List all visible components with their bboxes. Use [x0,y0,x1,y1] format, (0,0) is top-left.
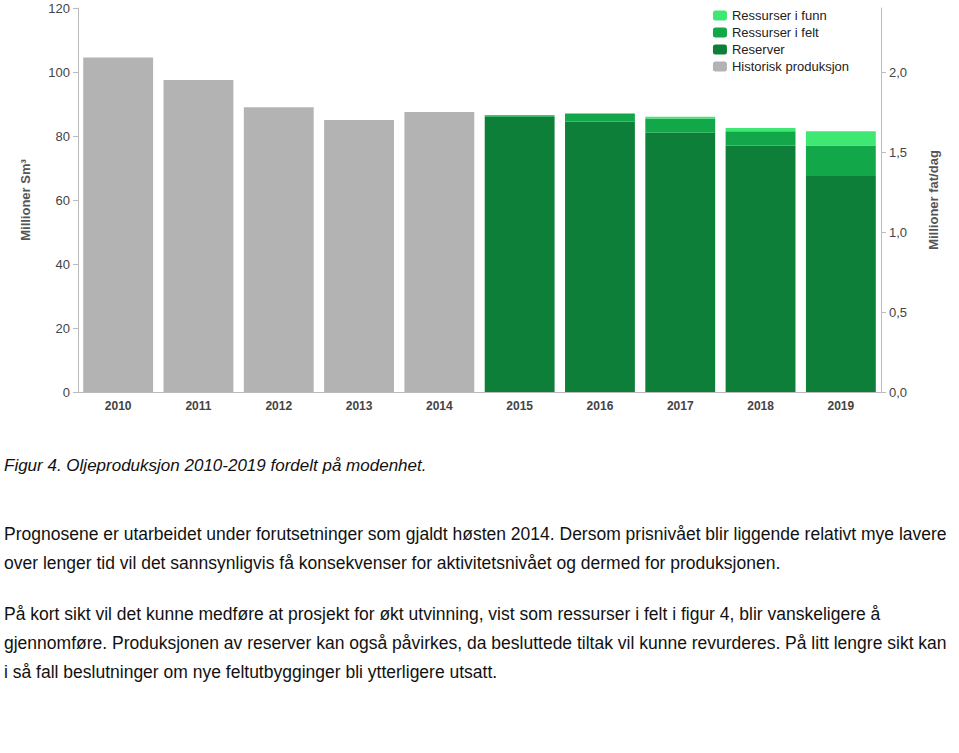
html-text:Figur 4. Oljeproduksjon 2010-2: Figur 4. Oljeproduksjon 2010-2019 fordel… [4,456,427,475]
svg-text:Millioner Sm³: Millioner Sm³ [18,159,33,241]
svg-text:0,5: 0,5 [889,305,907,320]
svg-text:1,0: 1,0 [889,225,907,240]
svg-text:2010: 2010 [105,399,132,413]
svg-text:1,5: 1,5 [889,145,907,160]
svg-text:Ressurser i felt: Ressurser i felt [732,25,819,40]
svg-text:Historisk produksjon: Historisk produksjon [732,59,849,74]
svg-text:100: 100 [48,65,70,80]
svg-text:2016: 2016 [587,399,614,413]
svg-text:0,0: 0,0 [889,385,907,400]
svg-text:2014: 2014 [426,399,453,413]
svg-text:120: 120 [48,1,70,16]
svg-text:Reserver: Reserver [732,42,785,57]
svg-text:2013: 2013 [346,399,373,413]
svg-text:2019: 2019 [827,399,854,413]
html-text:Prognosene er utarbeidet under: Prognosene er utarbeidet under forutsetn… [4,524,947,573]
svg-text:80: 80 [56,129,70,144]
svg-text:2012: 2012 [265,399,292,413]
svg-text:2,0: 2,0 [889,65,907,80]
svg-text:Millioner fat/dag: Millioner fat/dag [926,150,941,250]
svg-text:60: 60 [56,193,70,208]
svg-text:2011: 2011 [185,399,211,413]
svg-text:2018: 2018 [747,399,774,413]
html-text:På kort sikt vil det kunne med: På kort sikt vil det kunne medføre at pr… [4,604,947,682]
svg-text:Ressurser i funn: Ressurser i funn [732,8,827,23]
svg-text:0: 0 [63,385,70,400]
svg-text:2017: 2017 [667,399,694,413]
svg-text:20: 20 [56,321,70,336]
svg-text:2015: 2015 [506,399,533,413]
svg-text:40: 40 [56,257,70,272]
